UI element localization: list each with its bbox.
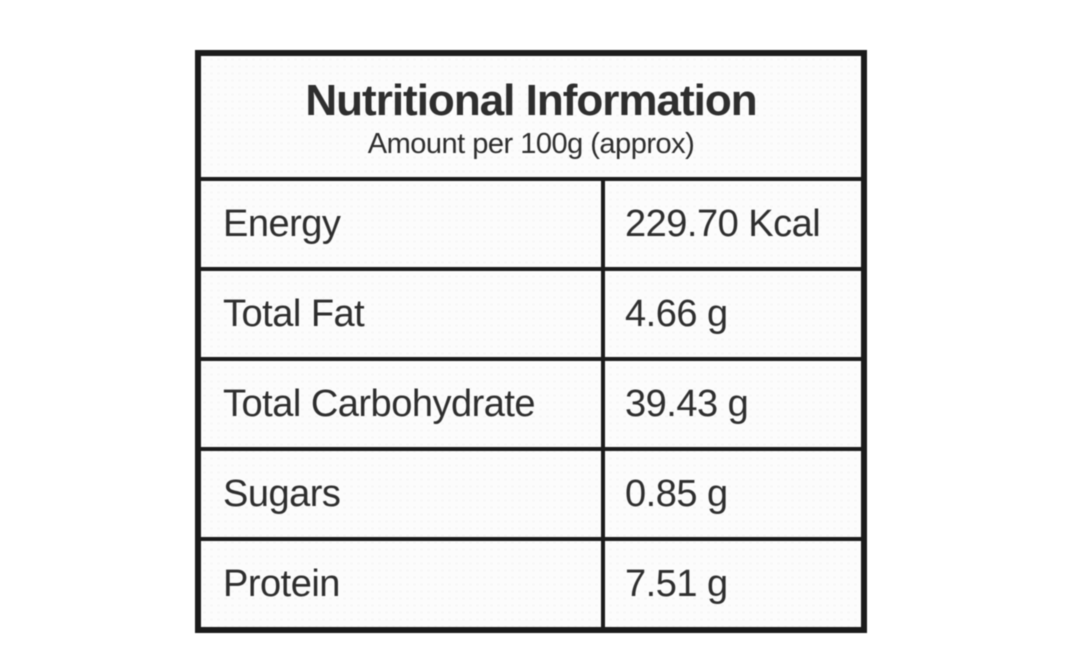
- nutrient-value: 0.85 g: [625, 472, 728, 515]
- nutrient-value: 4.66 g: [625, 292, 728, 335]
- nutrient-value: 39.43 g: [625, 382, 749, 425]
- table-row-energy: Energy 229.70 Kcal: [201, 181, 861, 271]
- table-subtitle: Amount per 100g (approx): [367, 127, 695, 160]
- nutrition-facts-table: Nutritional Information Amount per 100g …: [195, 50, 867, 633]
- table-row-sugars: Sugars 0.85 g: [201, 451, 861, 541]
- nutrient-label: Total Carbohydrate: [201, 361, 605, 447]
- table-row-total-carbohydrate: Total Carbohydrate 39.43 g: [201, 361, 861, 451]
- nutrient-value: 7.51 g: [625, 562, 728, 605]
- table-row-total-fat: Total Fat 4.66 g: [201, 271, 861, 361]
- table-body: Energy 229.70 Kcal Total Fat 4.66 g Tota…: [201, 181, 861, 627]
- nutrient-value: 229.70 Kcal: [625, 202, 821, 245]
- nutrient-label: Energy: [201, 181, 605, 267]
- nutrient-label: Total Fat: [201, 271, 605, 357]
- table-header: Nutritional Information Amount per 100g …: [201, 56, 861, 181]
- nutrient-label: Sugars: [201, 451, 605, 537]
- table-row-protein: Protein 7.51 g: [201, 541, 861, 627]
- nutrient-label: Protein: [201, 541, 605, 627]
- table-title: Nutritional Information: [305, 76, 757, 126]
